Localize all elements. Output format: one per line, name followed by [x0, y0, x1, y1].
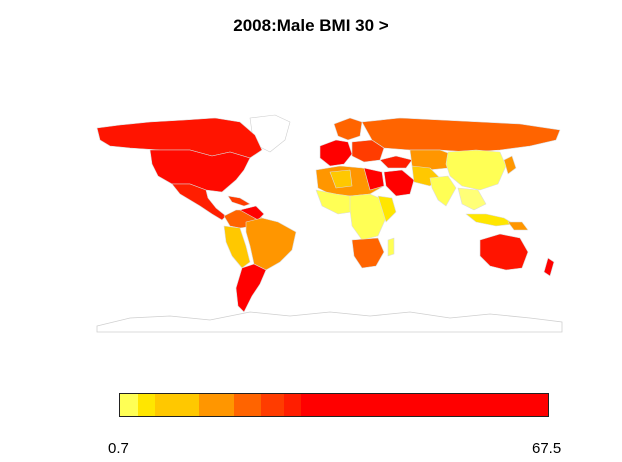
legend-segment — [234, 394, 261, 416]
region-arabia — [383, 169, 415, 197]
region-australia — [479, 233, 529, 271]
region-madagascar — [387, 237, 395, 257]
region-west-sa — [223, 225, 251, 269]
region-algeria — [329, 169, 353, 189]
region-se-asia — [457, 187, 487, 211]
region-new-zealand — [543, 257, 555, 277]
region-antarctica — [96, 311, 563, 333]
legend-segment — [283, 394, 302, 416]
legend-color-bar — [119, 393, 549, 417]
region-usa — [149, 149, 251, 193]
region-india — [429, 175, 457, 207]
region-japan — [503, 155, 517, 175]
region-west-europe — [319, 139, 353, 167]
region-egypt — [363, 167, 385, 191]
region-mexico — [171, 183, 227, 221]
legend-segment — [137, 394, 156, 416]
legend-min-label: 0.7 — [108, 440, 129, 457]
region-southern-africa — [351, 237, 385, 269]
region-russia — [361, 117, 561, 153]
legend-max-label: 67.5 — [532, 440, 562, 457]
region-south-sa — [235, 263, 267, 313]
map-title: 2008:Male BMI 30 > — [233, 16, 389, 35]
region-china — [445, 149, 507, 191]
region-venezuela — [239, 205, 265, 221]
region-turkey — [379, 155, 413, 169]
region-central-africa — [349, 193, 387, 241]
region-indonesia — [465, 213, 515, 227]
legend-segment — [301, 394, 548, 416]
legend-segment — [155, 394, 200, 416]
legend-segment — [120, 394, 138, 416]
region-scandinavia — [333, 117, 363, 141]
region-east-africa — [377, 195, 397, 223]
legend-segment — [199, 394, 235, 416]
region-brazil — [245, 217, 297, 271]
region-caribbean — [227, 195, 251, 207]
legend-segment — [260, 394, 284, 416]
region-png — [507, 221, 529, 231]
